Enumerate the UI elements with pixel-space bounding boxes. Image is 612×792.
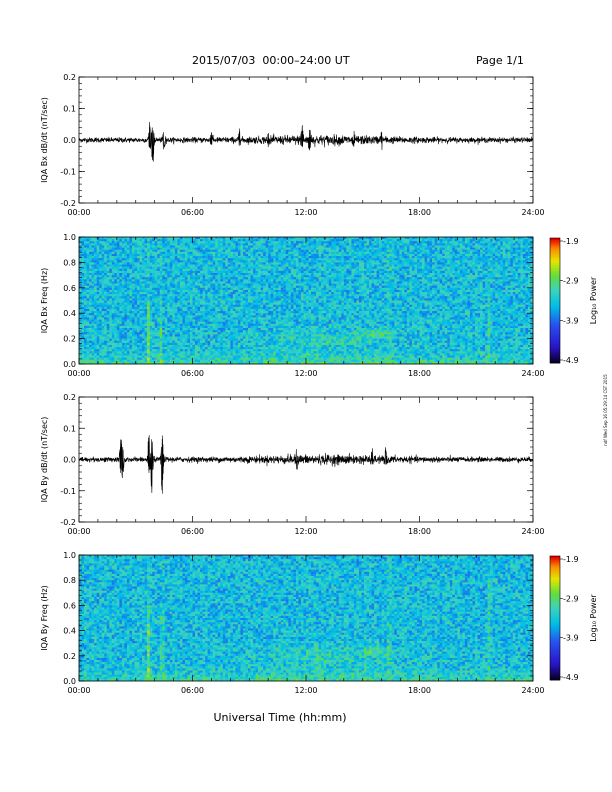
x-tick-label: 06:00: [181, 686, 204, 695]
x-tick-label: 12:00: [294, 527, 317, 536]
series-line: [78, 122, 534, 162]
page-indicator: Page 1/1: [476, 54, 524, 67]
panel-2: [78, 396, 534, 523]
x-tick-label: 12:00: [294, 369, 317, 378]
y-axis-label: IQA By dB/dt (nT/sec): [40, 417, 49, 503]
colorbar-frame: [549, 555, 561, 681]
colorbar-frame: [549, 237, 561, 364]
colorbar-tick-label: -3.9: [563, 634, 579, 643]
colorbar-label: Log₁₀ Power: [589, 594, 598, 642]
colorbar-1: -1.9 -2.9 -3.9 -4.9 Log₁₀ Power: [549, 237, 598, 365]
colorbar-tick-label: -4.9: [563, 356, 579, 365]
y-tick-label: 0.0: [63, 456, 76, 465]
y-tick-label: 0.2: [63, 393, 76, 402]
y-axis-0: 0.2 0.1 0.0 -0.1 -0.2 IQA Bx dB/dt (nT/sec): [40, 73, 533, 208]
x-tick-label: 24:00: [521, 527, 544, 536]
y-tick-label: 0.4: [63, 627, 76, 636]
x-tick-label: 06:00: [181, 208, 204, 217]
series-line: [78, 435, 534, 494]
y-tick-label: 0.2: [63, 652, 76, 661]
panel-3: [78, 554, 534, 682]
x-tick-label: 18:00: [408, 369, 431, 378]
y-tick-label: -0.1: [60, 487, 76, 496]
plot-title: 2015/07/03 00:00–24:00 UT: [192, 54, 350, 67]
x-tick-label: 00:00: [67, 686, 90, 695]
y-tick-label: 0.1: [63, 424, 76, 433]
x-axis-3: 00:00 06:00 12:00 18:00 24:00: [67, 555, 545, 695]
colorbar-tick-label: -2.9: [563, 594, 579, 603]
y-axis-1: 1.0 0.8 0.6 0.4 0.2 0.0 IQA Bx Freq (Hz): [40, 233, 533, 369]
y-tick-label: 0.0: [63, 360, 76, 369]
y-tick-label: 0.8: [63, 576, 76, 585]
spectrogram-image: [79, 237, 534, 365]
y-tick-label: 0.6: [63, 284, 76, 293]
colorbar-tick-label: -3.9: [563, 316, 579, 325]
y-tick-label: -0.2: [60, 518, 76, 527]
x-tick-label: 06:00: [181, 527, 204, 536]
y-axis-label: IQA Bx Freq (Hz): [40, 268, 49, 334]
y-tick-label: 0.4: [63, 309, 76, 318]
x-tick-label: 24:00: [521, 369, 544, 378]
x-tick-label: 00:00: [67, 369, 90, 378]
x-axis-2: 00:00 06:00 12:00 18:00 24:00: [67, 397, 545, 536]
y-tick-label: -0.2: [60, 199, 76, 208]
x-axis-1: 00:00 06:00 12:00 18:00 24:00: [67, 237, 545, 378]
y-tick-label: 1.0: [63, 233, 76, 242]
colorbar-3: -1.9 -2.9 -3.9 -4.9 Log₁₀ Power: [549, 555, 598, 682]
x-tick-label: 06:00: [181, 369, 204, 378]
spectrogram-image: [79, 555, 534, 682]
y-axis-3: 1.0 0.8 0.6 0.4 0.2 0.0 IQA By Freq (Hz): [40, 551, 533, 686]
x-tick-label: 18:00: [408, 208, 431, 217]
y-tick-label: 0.6: [63, 601, 76, 610]
colorbar-tick-label: -1.9: [563, 237, 579, 246]
y-tick-label: 0.8: [63, 258, 76, 267]
generation-stamp: ndf Wed Sep 16 05:29:14 CST 2015: [603, 374, 608, 446]
panel-0: [78, 76, 534, 204]
colorbar-label: Log₁₀ Power: [589, 276, 598, 324]
y-tick-label: 1.0: [63, 551, 76, 560]
x-axis-label: Universal Time (hh:mm): [214, 711, 347, 724]
x-tick-label: 24:00: [521, 686, 544, 695]
y-tick-label: 0.1: [63, 105, 76, 114]
x-tick-label: 18:00: [408, 686, 431, 695]
panel-1: [78, 236, 534, 365]
y-tick-label: 0.2: [63, 73, 76, 82]
x-tick-label: 00:00: [67, 527, 90, 536]
y-tick-label: -0.1: [60, 168, 76, 177]
y-axis-label: IQA By Freq (Hz): [40, 585, 49, 651]
y-tick-label: 0.0: [63, 136, 76, 145]
y-axis-label: IQA Bx dB/dt (nT/sec): [40, 97, 49, 183]
colorbar-tick-label: -2.9: [563, 277, 579, 286]
x-tick-label: 00:00: [67, 208, 90, 217]
y-tick-label: 0.2: [63, 335, 76, 344]
colorbar-tick-label: -1.9: [563, 555, 579, 564]
x-axis-0: 00:00 06:00 12:00 18:00 24:00: [67, 77, 545, 217]
x-tick-label: 12:00: [294, 208, 317, 217]
x-tick-label: 18:00: [408, 527, 431, 536]
y-tick-label: 0.0: [63, 677, 76, 686]
colorbar-tick-label: -4.9: [563, 673, 579, 682]
x-tick-label: 12:00: [294, 686, 317, 695]
y-axis-2: 0.2 0.1 0.0 -0.1 -0.2 IQA By dB/dt (nT/sec): [40, 393, 533, 527]
x-tick-label: 24:00: [521, 208, 544, 217]
